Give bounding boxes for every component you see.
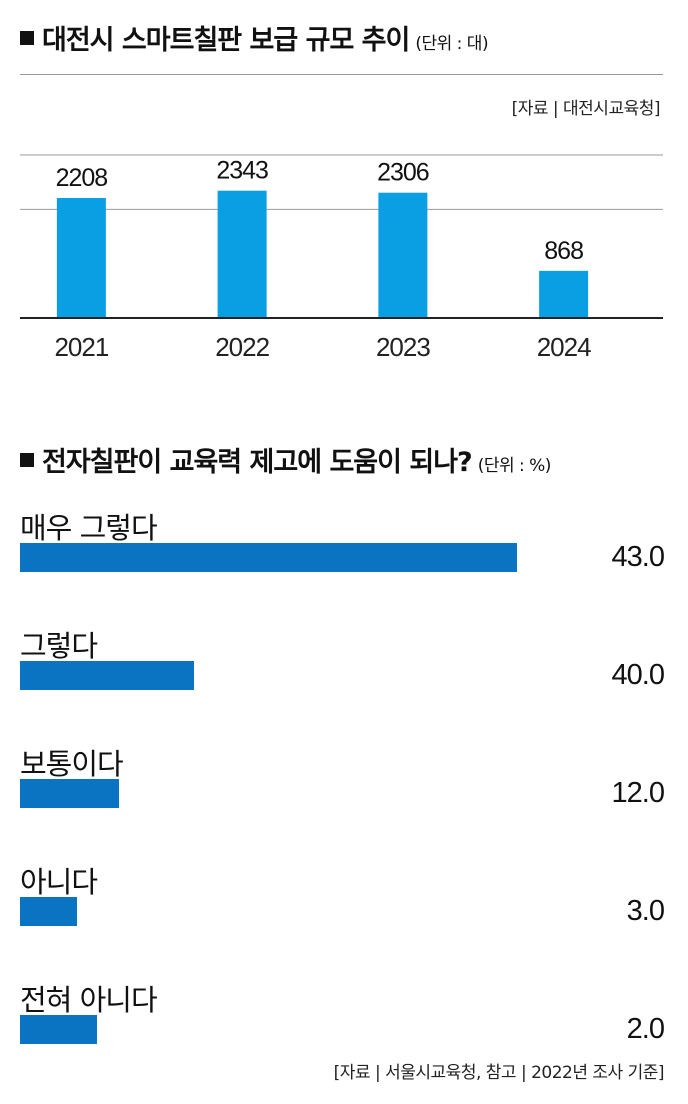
bar xyxy=(539,270,589,318)
bar-value-label: 2.0 xyxy=(626,1013,665,1045)
chart1-source: [자료 | 대전시교육청] xyxy=(511,99,661,119)
bar-value-label: 3.0 xyxy=(626,895,665,927)
bar-label: 매우 그렇다 xyxy=(20,511,158,545)
x-tick-label: 2024 xyxy=(537,332,591,362)
chart2-source: [자료 | 서울시교육청, 참고 | 2022년 조사 기준] xyxy=(333,1063,665,1083)
bar-label: 아니다 xyxy=(20,865,98,899)
bar xyxy=(378,192,428,318)
bar xyxy=(20,1015,98,1044)
bar-label: 전혀 아니다 xyxy=(20,983,158,1017)
chart1-unit: (단위 : 대) xyxy=(415,34,489,54)
square-bullet-icon xyxy=(20,31,34,45)
x-tick-label: 2023 xyxy=(376,332,430,362)
chart2-unit: (단위 : %) xyxy=(477,456,552,476)
bar-label: 그렇다 xyxy=(20,629,98,663)
chart2-title-text: 전자칠판이 교육력 제고에 도움이 되나? xyxy=(42,447,473,478)
bar xyxy=(217,190,267,318)
chart1-plot: 2208 2021 2343 2022 2306 2023 868 2024 xyxy=(20,154,663,362)
chart1-top-rule xyxy=(20,74,663,75)
chart2-title: 전자칠판이 교육력 제고에 도움이 되나? (단위 : %) xyxy=(20,440,551,479)
bar xyxy=(20,779,120,808)
bar-value-label: 12.0 xyxy=(611,777,665,809)
data-label: 2343 xyxy=(216,157,268,185)
bar-value-label: 40.0 xyxy=(611,659,665,691)
data-label: 2208 xyxy=(56,164,108,192)
chart1-title: 대전시 스마트칠판 보급 규모 추이 (단위 : 대) xyxy=(20,18,489,57)
data-label: 2306 xyxy=(377,159,429,187)
bar-label: 보통이다 xyxy=(20,747,124,781)
bar-value-label: 43.0 xyxy=(611,541,665,573)
data-label: 868 xyxy=(544,237,583,265)
square-bullet-icon xyxy=(20,453,34,467)
bar xyxy=(20,661,194,690)
chart1-title-text: 대전시 스마트칠판 보급 규모 추이 xyxy=(42,25,410,56)
bar xyxy=(20,897,78,926)
x-tick-label: 2022 xyxy=(215,332,269,362)
bar xyxy=(56,198,106,318)
bar xyxy=(20,543,517,572)
x-tick-label: 2021 xyxy=(54,332,108,362)
